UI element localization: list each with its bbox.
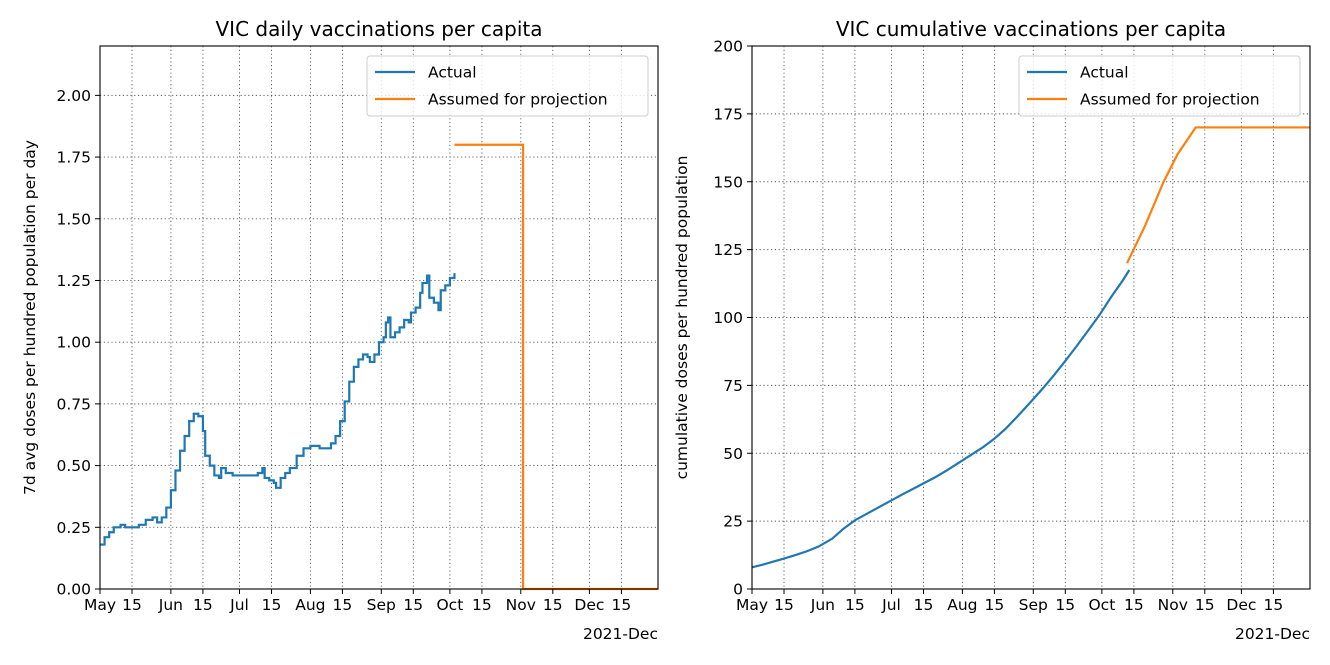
axis-offset-label: 2021-Dec: [583, 625, 658, 643]
x-tick-label: 15: [612, 596, 632, 614]
x-tick-label: Oct: [436, 596, 463, 614]
x-tick-label: Sep: [1019, 596, 1048, 614]
cumulative-chart: 0 25 50 75 100 125 150 175 200 May 15 Jun 15 Jul 15 Aug…: [673, 17, 1311, 643]
axis-offset-label: 2021-Dec: [1235, 625, 1310, 643]
x-tick-label: Dec: [574, 596, 604, 614]
x-tick-label: Oct: [1088, 596, 1115, 614]
x-tick-label: May: [84, 596, 116, 614]
legend-label-projection: Assumed for projection: [428, 91, 608, 109]
y-tick-label: 1.50: [56, 210, 91, 228]
y-tick-label: 0: [733, 581, 743, 599]
x-tick-label: 15: [985, 596, 1005, 614]
y-tick-label: 1.25: [56, 272, 91, 290]
x-tick-label: Sep: [367, 596, 396, 614]
y-tick-label: 25: [723, 513, 743, 531]
y-tick-label: 0.25: [56, 519, 91, 537]
y-tick-label: 1.00: [56, 334, 91, 352]
x-tick-label: May: [736, 596, 768, 614]
y-axis-label: 7d avg doses per hundred population per …: [21, 140, 39, 495]
y-tick-label: 1.75: [56, 149, 91, 167]
legend-label-actual: Actual: [1080, 64, 1129, 82]
x-tick-label: 15: [774, 596, 794, 614]
series-actual-line: [100, 273, 456, 546]
chart-title: VIC cumulative vaccinations per capita: [836, 17, 1226, 41]
series-projection-line: [454, 143, 658, 591]
x-tick-label: Jun: [158, 596, 183, 614]
y-tick-label: 0.00: [56, 581, 91, 599]
y-tick-label: 125: [713, 241, 743, 259]
x-tick-label: 15: [1055, 596, 1075, 614]
series-actual-line: [751, 269, 1131, 569]
chart-title: VIC daily vaccinations per capita: [215, 17, 542, 41]
x-tick-label: Dec: [1226, 596, 1256, 614]
x-tick-label: Aug: [947, 596, 977, 614]
series-layer: [751, 126, 1310, 569]
x-tick-label: 15: [262, 596, 282, 614]
legend-label-projection: Assumed for projection: [1080, 91, 1260, 109]
x-tick-label: Aug: [295, 596, 325, 614]
x-tick-label: Jul: [229, 596, 249, 614]
x-tick-label: Nov: [506, 596, 536, 614]
y-tick-label: 75: [723, 377, 743, 395]
x-tick-label: 15: [1264, 596, 1284, 614]
tick-labels: 0.00 0.25 0.50 0.75 1.00 1.25 1.50 1.75 2.00 May 1…: [56, 87, 631, 614]
x-tick-label: 15: [543, 596, 563, 614]
legend-box: [1018, 55, 1301, 117]
y-tick-label: 100: [713, 309, 743, 327]
legend: Actual Assumed for projection: [366, 55, 649, 117]
x-tick-label: 15: [845, 596, 865, 614]
y-axis-label: cumulative doses per hundred population: [673, 156, 691, 480]
x-tick-label: 15: [1195, 596, 1215, 614]
grid-lines: [99, 46, 658, 590]
legend-box: [366, 55, 649, 117]
x-tick-label: 15: [472, 596, 492, 614]
legend: Actual Assumed for projection: [1018, 55, 1301, 117]
daily-chart: 0.00 0.25 0.50 0.75 1.00 1.25 1.50 1.75 2.00 May 1…: [21, 17, 659, 643]
y-tick-label: 50: [723, 445, 743, 463]
x-tick-label: 15: [1124, 596, 1144, 614]
tick-labels: 0 25 50 75 100 125 150 175 200 May 15 Jun 15 Jul 15 Aug…: [713, 38, 1283, 615]
legend-label-actual: Actual: [428, 64, 477, 82]
x-tick-label: Nov: [1158, 596, 1188, 614]
y-tick-label: 2.00: [56, 87, 91, 105]
x-tick-label: 15: [122, 596, 142, 614]
y-tick-label: 200: [713, 38, 743, 56]
x-tick-label: Jun: [810, 596, 835, 614]
series-layer: [100, 143, 658, 591]
y-tick-label: 0.75: [56, 395, 91, 413]
x-tick-label: 15: [403, 596, 423, 614]
x-tick-label: Jul: [881, 596, 901, 614]
x-tick-label: 15: [193, 596, 213, 614]
x-tick-label: 15: [914, 596, 934, 614]
x-tick-label: 15: [333, 596, 353, 614]
series-projection-line: [1126, 126, 1310, 264]
y-tick-label: 150: [713, 173, 743, 191]
y-tick-label: 175: [713, 105, 743, 123]
y-tick-label: 0.50: [56, 457, 91, 475]
plot-frame: [99, 45, 659, 590]
